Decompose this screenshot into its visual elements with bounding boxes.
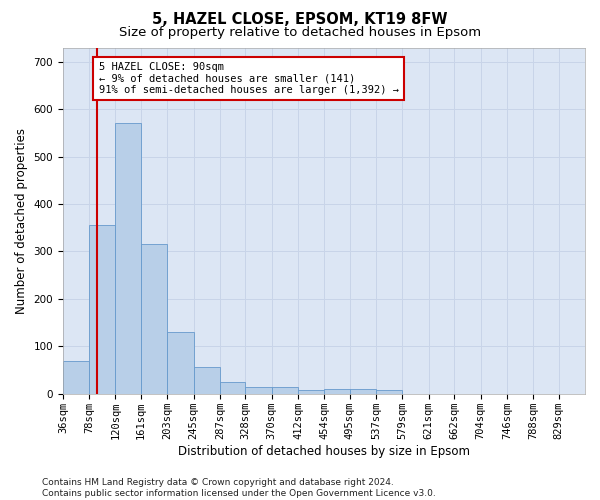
Bar <box>272 387 298 394</box>
Text: Contains HM Land Registry data © Crown copyright and database right 2024.
Contai: Contains HM Land Registry data © Crown c… <box>42 478 436 498</box>
Bar <box>89 226 115 394</box>
Bar <box>350 389 376 394</box>
Bar <box>194 367 220 394</box>
Y-axis label: Number of detached properties: Number of detached properties <box>15 128 28 314</box>
Bar <box>141 244 167 394</box>
Bar <box>298 390 324 394</box>
Bar <box>324 389 350 394</box>
Bar <box>115 124 141 394</box>
Text: 5 HAZEL CLOSE: 90sqm
← 9% of detached houses are smaller (141)
91% of semi-detac: 5 HAZEL CLOSE: 90sqm ← 9% of detached ho… <box>98 62 398 95</box>
Bar <box>376 390 403 394</box>
Text: Size of property relative to detached houses in Epsom: Size of property relative to detached ho… <box>119 26 481 39</box>
Bar <box>63 360 89 394</box>
Text: 5, HAZEL CLOSE, EPSOM, KT19 8FW: 5, HAZEL CLOSE, EPSOM, KT19 8FW <box>152 12 448 28</box>
Bar <box>245 387 272 394</box>
Bar <box>167 332 194 394</box>
Bar <box>220 382 245 394</box>
X-axis label: Distribution of detached houses by size in Epsom: Distribution of detached houses by size … <box>178 444 470 458</box>
